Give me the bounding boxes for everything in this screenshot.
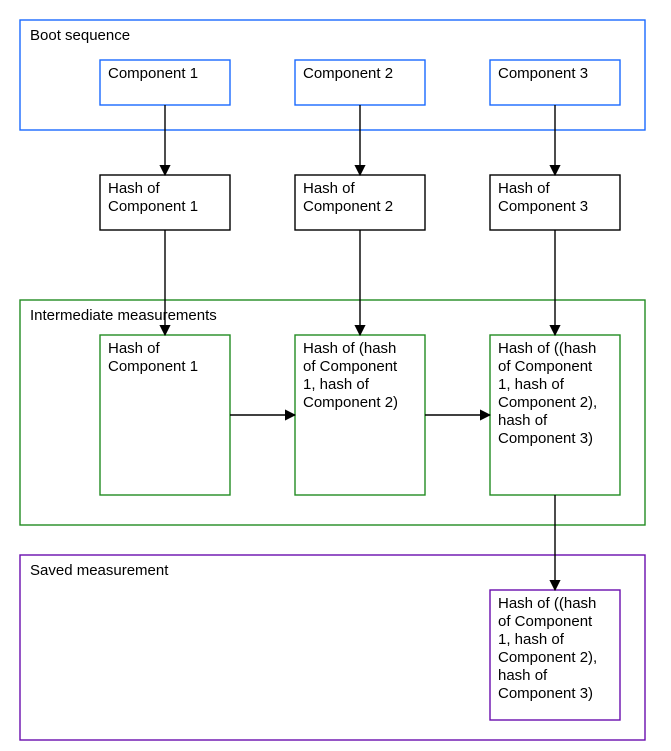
node-h1-line-0: Hash of xyxy=(108,180,161,197)
node-m2-line-3: Component 2) xyxy=(303,394,398,411)
section-inter-label: Intermediate measurements xyxy=(30,307,217,324)
node-c2-line-0: Component 2 xyxy=(303,65,393,82)
node-s1: Hash of ((hashof Component1, hash ofComp… xyxy=(490,590,620,720)
node-s1-line-1: of Component xyxy=(498,613,593,630)
node-c3-line-0: Component 3 xyxy=(498,65,588,82)
node-h2-line-1: Component 2 xyxy=(303,198,393,215)
node-h2: Hash ofComponent 2 xyxy=(295,175,425,230)
node-m2: Hash of (hashof Component1, hash ofCompo… xyxy=(295,335,425,495)
node-s1-line-0: Hash of ((hash xyxy=(498,595,596,612)
node-m2-line-1: of Component xyxy=(303,358,398,375)
node-c1-line-0: Component 1 xyxy=(108,65,198,82)
node-h1-line-1: Component 1 xyxy=(108,198,198,215)
node-m3-line-2: 1, hash of xyxy=(498,376,565,393)
section-inter: Intermediate measurements xyxy=(20,300,645,525)
node-m3-line-4: hash of xyxy=(498,412,548,429)
node-m2-line-2: 1, hash of xyxy=(303,376,370,393)
section-boot-label: Boot sequence xyxy=(30,27,130,44)
node-s1-line-3: Component 2), xyxy=(498,649,597,666)
section-saved-label: Saved measurement xyxy=(30,562,169,579)
node-h3-line-1: Component 3 xyxy=(498,198,588,215)
node-s1-line-2: 1, hash of xyxy=(498,631,565,648)
node-m1-line-1: Component 1 xyxy=(108,358,198,375)
node-c1: Component 1 xyxy=(100,60,230,105)
node-m2-line-0: Hash of (hash xyxy=(303,340,396,357)
node-s1-line-5: Component 3) xyxy=(498,685,593,702)
node-m3: Hash of ((hashof Component1, hash ofComp… xyxy=(490,335,620,495)
node-h2-line-0: Hash of xyxy=(303,180,356,197)
node-m3-line-1: of Component xyxy=(498,358,593,375)
node-m3-line-5: Component 3) xyxy=(498,430,593,447)
node-h1: Hash ofComponent 1 xyxy=(100,175,230,230)
node-m3-line-3: Component 2), xyxy=(498,394,597,411)
node-s1-line-4: hash of xyxy=(498,667,548,684)
node-h3: Hash ofComponent 3 xyxy=(490,175,620,230)
node-h3-line-0: Hash of xyxy=(498,180,551,197)
node-m1-line-0: Hash of xyxy=(108,340,161,357)
node-c2: Component 2 xyxy=(295,60,425,105)
node-m1: Hash ofComponent 1 xyxy=(100,335,230,495)
node-m3-line-0: Hash of ((hash xyxy=(498,340,596,357)
node-c3: Component 3 xyxy=(490,60,620,105)
